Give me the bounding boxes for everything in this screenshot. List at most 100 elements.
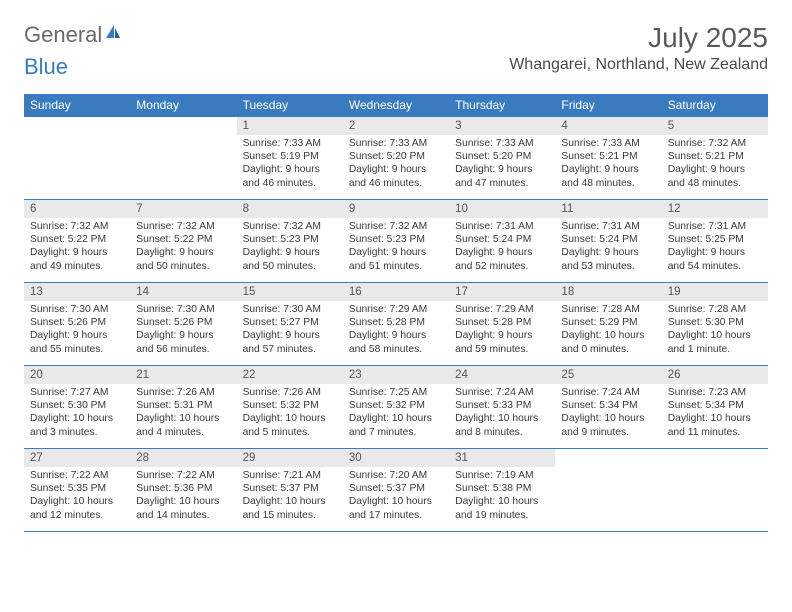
day-number: 6 xyxy=(24,200,130,218)
day-body: Sunrise: 7:21 AMSunset: 5:37 PMDaylight:… xyxy=(237,467,343,526)
week-row: 20Sunrise: 7:27 AMSunset: 5:30 PMDayligh… xyxy=(24,366,768,449)
calendar-grid: SundayMondayTuesdayWednesdayThursdayFrid… xyxy=(24,94,768,532)
day-cell: 31Sunrise: 7:19 AMSunset: 5:38 PMDayligh… xyxy=(449,449,555,531)
daylight-line: Daylight: 9 hours and 48 minutes. xyxy=(668,163,762,189)
day-number: 24 xyxy=(449,366,555,384)
daylight-line: Daylight: 9 hours and 46 minutes. xyxy=(349,163,443,189)
sunset-line: Sunset: 5:33 PM xyxy=(455,399,549,412)
day-number: 9 xyxy=(343,200,449,218)
sunrise-line: Sunrise: 7:23 AM xyxy=(668,386,762,399)
brand-logo: General xyxy=(24,22,124,48)
day-number: 5 xyxy=(662,117,768,135)
day-body: Sunrise: 7:27 AMSunset: 5:30 PMDaylight:… xyxy=(24,384,130,443)
day-cell: 19Sunrise: 7:28 AMSunset: 5:30 PMDayligh… xyxy=(662,283,768,365)
sunset-line: Sunset: 5:19 PM xyxy=(243,150,337,163)
day-number: 29 xyxy=(237,449,343,467)
day-cell: 12Sunrise: 7:31 AMSunset: 5:25 PMDayligh… xyxy=(662,200,768,282)
weekday-header: Friday xyxy=(555,94,661,117)
day-cell: 11Sunrise: 7:31 AMSunset: 5:24 PMDayligh… xyxy=(555,200,661,282)
day-body: Sunrise: 7:22 AMSunset: 5:35 PMDaylight:… xyxy=(24,467,130,526)
brand-name-a: General xyxy=(24,22,102,48)
daylight-line: Daylight: 10 hours and 1 minute. xyxy=(668,329,762,355)
day-cell: 18Sunrise: 7:28 AMSunset: 5:29 PMDayligh… xyxy=(555,283,661,365)
daylight-line: Daylight: 9 hours and 58 minutes. xyxy=(349,329,443,355)
weekday-header: Saturday xyxy=(662,94,768,117)
daylight-line: Daylight: 9 hours and 52 minutes. xyxy=(455,246,549,272)
sunset-line: Sunset: 5:34 PM xyxy=(668,399,762,412)
day-body: Sunrise: 7:19 AMSunset: 5:38 PMDaylight:… xyxy=(449,467,555,526)
sunset-line: Sunset: 5:31 PM xyxy=(136,399,230,412)
sunrise-line: Sunrise: 7:25 AM xyxy=(349,386,443,399)
daylight-line: Daylight: 9 hours and 49 minutes. xyxy=(30,246,124,272)
empty-cell xyxy=(130,117,236,199)
sail-icon xyxy=(104,23,122,46)
day-number: 22 xyxy=(237,366,343,384)
sunrise-line: Sunrise: 7:33 AM xyxy=(349,137,443,150)
sunset-line: Sunset: 5:27 PM xyxy=(243,316,337,329)
day-body: Sunrise: 7:31 AMSunset: 5:25 PMDaylight:… xyxy=(662,218,768,277)
day-cell: 21 Sunrise: 7:26 AMSunset: 5:31 PMDayligh… xyxy=(130,366,236,448)
daylight-line: Daylight: 9 hours and 54 minutes. xyxy=(668,246,762,272)
daylight-line: Daylight: 10 hours and 3 minutes. xyxy=(30,412,124,438)
daylight-line: Daylight: 9 hours and 51 minutes. xyxy=(349,246,443,272)
day-body: Sunrise: 7:32 AMSunset: 5:22 PMDaylight:… xyxy=(24,218,130,277)
day-cell: 3Sunrise: 7:33 AMSunset: 5:20 PMDaylight… xyxy=(449,117,555,199)
daylight-line: Daylight: 10 hours and 8 minutes. xyxy=(455,412,549,438)
day-cell: 8Sunrise: 7:32 AMSunset: 5:23 PMDaylight… xyxy=(237,200,343,282)
week-row: 27Sunrise: 7:22 AMSunset: 5:35 PMDayligh… xyxy=(24,449,768,532)
sunrise-line: Sunrise: 7:31 AM xyxy=(668,220,762,233)
sunset-line: Sunset: 5:24 PM xyxy=(455,233,549,246)
sunrise-line: Sunrise: 7:33 AM xyxy=(561,137,655,150)
day-number: 14 xyxy=(130,283,236,301)
sunset-line: Sunset: 5:21 PM xyxy=(668,150,762,163)
day-cell: 10Sunrise: 7:31 AMSunset: 5:24 PMDayligh… xyxy=(449,200,555,282)
day-body: Sunrise: 7:32 AMSunset: 5:22 PMDaylight:… xyxy=(130,218,236,277)
sunrise-line: Sunrise: 7:20 AM xyxy=(349,469,443,482)
day-body: Sunrise: 7:28 AMSunset: 5:30 PMDaylight:… xyxy=(662,301,768,360)
day-body: Sunrise: 7:30 AMSunset: 5:26 PMDaylight:… xyxy=(130,301,236,360)
sunrise-line: Sunrise: 7:33 AM xyxy=(455,137,549,150)
daylight-line: Daylight: 9 hours and 57 minutes. xyxy=(243,329,337,355)
sunrise-line: Sunrise: 7:32 AM xyxy=(349,220,443,233)
sunset-line: Sunset: 5:28 PM xyxy=(455,316,549,329)
day-number: 3 xyxy=(449,117,555,135)
day-number: 10 xyxy=(449,200,555,218)
day-body: Sunrise: 7:32 AMSunset: 5:23 PMDaylight:… xyxy=(343,218,449,277)
week-row: 6Sunrise: 7:32 AMSunset: 5:22 PMDaylight… xyxy=(24,200,768,283)
sunset-line: Sunset: 5:24 PM xyxy=(561,233,655,246)
day-cell: 28Sunrise: 7:22 AMSunset: 5:36 PMDayligh… xyxy=(130,449,236,531)
week-row: 13Sunrise: 7:30 AMSunset: 5:26 PMDayligh… xyxy=(24,283,768,366)
sunset-line: Sunset: 5:34 PM xyxy=(561,399,655,412)
day-body: Sunrise: 7:20 AMSunset: 5:37 PMDaylight:… xyxy=(343,467,449,526)
day-number: 12 xyxy=(662,200,768,218)
sunrise-line: Sunrise: 7:30 AM xyxy=(30,303,124,316)
day-number: 30 xyxy=(343,449,449,467)
sunrise-line: Sunrise: 7:30 AM xyxy=(243,303,337,316)
weekday-header: Monday xyxy=(130,94,236,117)
daylight-line: Daylight: 10 hours and 11 minutes. xyxy=(668,412,762,438)
location-subtitle: Whangarei, Northland, New Zealand xyxy=(509,56,768,74)
empty-cell xyxy=(555,449,661,531)
day-cell: 27Sunrise: 7:22 AMSunset: 5:35 PMDayligh… xyxy=(24,449,130,531)
day-body: Sunrise: 7:28 AMSunset: 5:29 PMDaylight:… xyxy=(555,301,661,360)
sunrise-line: Sunrise: 7:32 AM xyxy=(668,137,762,150)
day-body: Sunrise: 7:23 AMSunset: 5:34 PMDaylight:… xyxy=(662,384,768,443)
day-body: Sunrise: 7:30 AMSunset: 5:26 PMDaylight:… xyxy=(24,301,130,360)
day-cell: 15Sunrise: 7:30 AMSunset: 5:27 PMDayligh… xyxy=(237,283,343,365)
day-number: 21 xyxy=(130,366,236,384)
sunrise-line: Sunrise: 7:26 AM xyxy=(136,386,230,399)
daylight-line: Daylight: 10 hours and 9 minutes. xyxy=(561,412,655,438)
sunset-line: Sunset: 5:22 PM xyxy=(30,233,124,246)
day-number: 28 xyxy=(130,449,236,467)
day-number: 25 xyxy=(555,366,661,384)
day-number: 19 xyxy=(662,283,768,301)
sunrise-line: Sunrise: 7:22 AM xyxy=(30,469,124,482)
day-number: 18 xyxy=(555,283,661,301)
day-body: Sunrise: 7:32 AMSunset: 5:23 PMDaylight:… xyxy=(237,218,343,277)
sunrise-line: Sunrise: 7:26 AM xyxy=(243,386,337,399)
daylight-line: Daylight: 10 hours and 12 minutes. xyxy=(30,495,124,521)
sunrise-line: Sunrise: 7:32 AM xyxy=(30,220,124,233)
day-number: 13 xyxy=(24,283,130,301)
day-number: 16 xyxy=(343,283,449,301)
daylight-line: Daylight: 10 hours and 4 minutes. xyxy=(136,412,230,438)
